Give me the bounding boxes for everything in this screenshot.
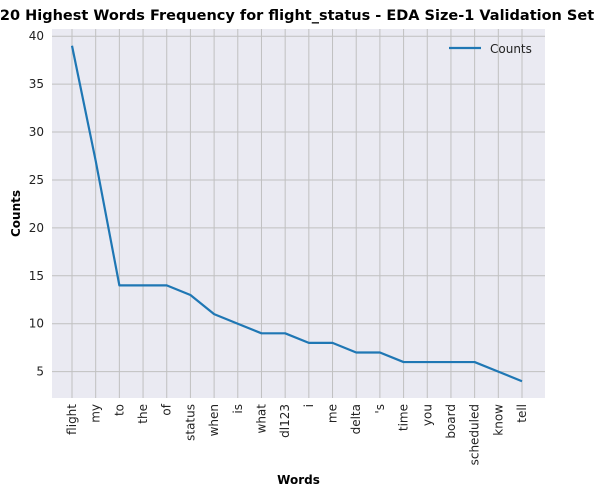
x-axis-label: Words (277, 473, 320, 487)
x-tick-label: delta (349, 404, 363, 434)
y-tick-label: 20 (29, 221, 44, 235)
y-tick-label: 15 (29, 269, 44, 283)
series-line-counts (70, 45, 523, 383)
y-axis-ticks: 5 10 15 20 25 30 35 40 (29, 29, 44, 378)
grid-lines (52, 29, 545, 398)
x-tick-label: the (136, 404, 150, 424)
x-tick-label: time (397, 404, 411, 431)
plot-area (52, 29, 545, 398)
x-tick-label: i (302, 404, 316, 407)
y-tick-label: 40 (29, 29, 44, 43)
x-tick-label: you (420, 404, 434, 426)
x-tick-label: of (160, 403, 174, 415)
y-tick-label: 25 (29, 173, 44, 187)
x-axis-ticks: flight my to the of status when is what dl123 i me d… (65, 403, 529, 465)
x-tick-label: flight (65, 404, 79, 435)
x-tick-label: 's (373, 404, 387, 414)
x-tick-label: tell (515, 404, 529, 423)
y-tick-label: 10 (29, 317, 44, 331)
legend-entry-counts: Counts (490, 42, 532, 56)
x-tick-label: know (491, 404, 505, 436)
y-axis-label: Counts (9, 190, 23, 237)
x-tick-label: me (326, 404, 340, 423)
x-tick-label: is (231, 404, 245, 414)
x-tick-label: dl123 (278, 404, 292, 438)
x-tick-label: what (254, 404, 268, 434)
legend: Counts (449, 42, 532, 56)
y-tick-label: 30 (29, 125, 44, 139)
x-tick-label: scheduled (468, 404, 482, 465)
chart-title: 20 Highest Words Frequency for flight_st… (0, 8, 594, 24)
x-tick-label: my (89, 404, 103, 423)
y-tick-label: 35 (29, 77, 44, 91)
y-tick-label: 5 (36, 365, 44, 379)
x-tick-label: board (444, 404, 458, 439)
x-tick-label: status (183, 404, 197, 441)
x-tick-label: to (112, 404, 126, 416)
x-tick-label: when (207, 404, 221, 436)
